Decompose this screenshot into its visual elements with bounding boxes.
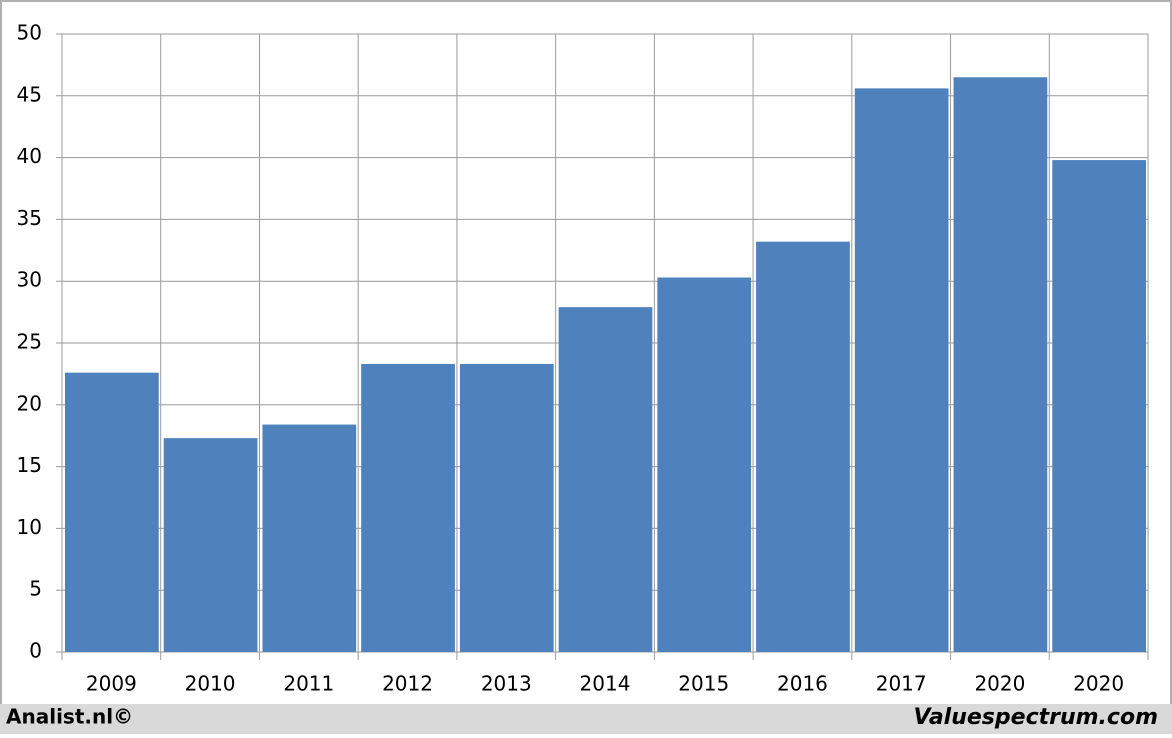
y-tick-label: 30: [17, 268, 42, 292]
x-tick-label: 2009: [86, 672, 137, 696]
y-tick-label: 0: [29, 639, 42, 663]
bar: [854, 88, 949, 652]
footer-right: Valuespectrum.com: [914, 705, 1158, 730]
x-tick-label: 2017: [876, 672, 927, 696]
x-tick-label: 2016: [777, 672, 828, 696]
footer-band: [0, 704, 1172, 734]
bar: [163, 438, 258, 652]
bar: [361, 364, 455, 652]
bar: [262, 424, 357, 652]
y-tick-label: 10: [17, 515, 42, 539]
x-tick-label: 2020: [1073, 672, 1124, 696]
bar: [1052, 160, 1146, 652]
x-tick-label: 2015: [678, 672, 729, 696]
y-tick-label: 5: [29, 577, 42, 601]
y-tick-label: 40: [17, 144, 42, 168]
bar: [756, 241, 850, 652]
y-tick-label: 50: [17, 21, 42, 45]
x-tick-label: 2012: [382, 672, 433, 696]
bar: [65, 372, 159, 652]
bar: [459, 364, 554, 652]
x-tick-label: 2011: [283, 672, 334, 696]
bar: [657, 277, 752, 652]
x-tick-label: 2010: [185, 672, 236, 696]
bar: [558, 307, 653, 652]
y-tick-label: 45: [17, 82, 42, 106]
y-tick-label: 35: [17, 206, 42, 230]
y-tick-label: 20: [17, 391, 42, 415]
bar: [953, 77, 1048, 652]
footer-left: Analist.nl©: [6, 705, 133, 729]
y-tick-label: 15: [17, 453, 42, 477]
x-tick-label: 2014: [580, 672, 631, 696]
y-tick-label: 25: [17, 330, 42, 354]
x-tick-label: 2020: [974, 672, 1025, 696]
x-tick-label: 2013: [481, 672, 532, 696]
